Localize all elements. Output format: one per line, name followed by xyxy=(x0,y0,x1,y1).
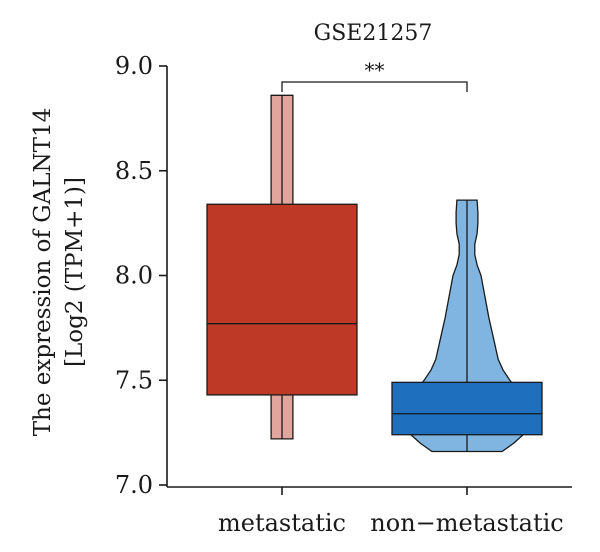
x-tick-label: metastatic xyxy=(218,509,346,537)
significance-annotation: ** xyxy=(281,58,468,92)
y-tick-label: 8.0 xyxy=(115,262,153,290)
box xyxy=(391,381,543,436)
chart-title: GSE21257 xyxy=(314,21,433,46)
y-tick-label: 9.0 xyxy=(115,52,153,80)
box xyxy=(206,203,358,396)
boxes xyxy=(206,203,543,436)
y-tick-label: 7.5 xyxy=(115,366,153,394)
y-axis-label-line1: The expression of GALNT14 xyxy=(30,108,56,437)
y-axis-label-line2: [Log2 (TPM+1)] xyxy=(62,177,88,367)
y-tick-label: 8.5 xyxy=(115,157,153,185)
significance-label: ** xyxy=(365,58,385,82)
axes: 7.0 7.5 8.0 8.5 9.0 metastatic non−metastatic xyxy=(115,52,572,537)
y-tick-label: 7.0 xyxy=(115,471,153,499)
significance-bracket xyxy=(281,81,468,92)
x-tick-label: non−metastatic xyxy=(370,509,563,537)
